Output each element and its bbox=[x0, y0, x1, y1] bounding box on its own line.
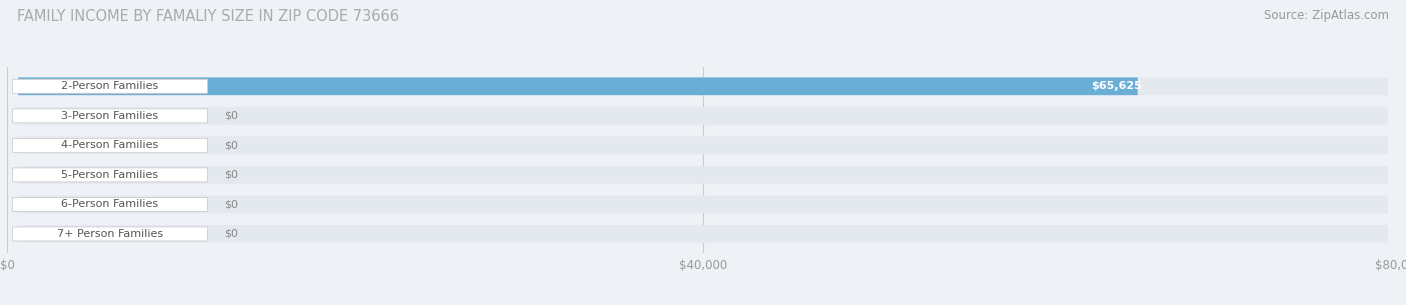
Text: 6-Person Families: 6-Person Families bbox=[62, 199, 159, 210]
Text: 2-Person Families: 2-Person Families bbox=[62, 81, 159, 91]
FancyBboxPatch shape bbox=[18, 107, 1388, 125]
Text: 5-Person Families: 5-Person Families bbox=[62, 170, 159, 180]
Text: Source: ZipAtlas.com: Source: ZipAtlas.com bbox=[1264, 9, 1389, 22]
FancyBboxPatch shape bbox=[18, 137, 1388, 154]
FancyBboxPatch shape bbox=[18, 77, 1137, 95]
FancyBboxPatch shape bbox=[18, 166, 1388, 184]
FancyBboxPatch shape bbox=[18, 196, 1388, 213]
Text: $0: $0 bbox=[224, 111, 238, 121]
FancyBboxPatch shape bbox=[13, 79, 208, 93]
FancyBboxPatch shape bbox=[13, 138, 208, 152]
Text: 3-Person Families: 3-Person Families bbox=[62, 111, 159, 121]
FancyBboxPatch shape bbox=[18, 77, 1388, 95]
Text: 4-Person Families: 4-Person Families bbox=[62, 140, 159, 150]
Text: $0: $0 bbox=[224, 140, 238, 150]
FancyBboxPatch shape bbox=[13, 109, 208, 123]
FancyBboxPatch shape bbox=[18, 225, 1388, 243]
FancyBboxPatch shape bbox=[13, 227, 208, 241]
FancyBboxPatch shape bbox=[13, 168, 208, 182]
Text: $65,625: $65,625 bbox=[1091, 81, 1142, 91]
Text: FAMILY INCOME BY FAMALIY SIZE IN ZIP CODE 73666: FAMILY INCOME BY FAMALIY SIZE IN ZIP COD… bbox=[17, 9, 399, 24]
FancyBboxPatch shape bbox=[13, 197, 208, 211]
Text: $0: $0 bbox=[224, 170, 238, 180]
Text: 7+ Person Families: 7+ Person Families bbox=[58, 229, 163, 239]
Text: $0: $0 bbox=[224, 229, 238, 239]
Text: $0: $0 bbox=[224, 199, 238, 210]
